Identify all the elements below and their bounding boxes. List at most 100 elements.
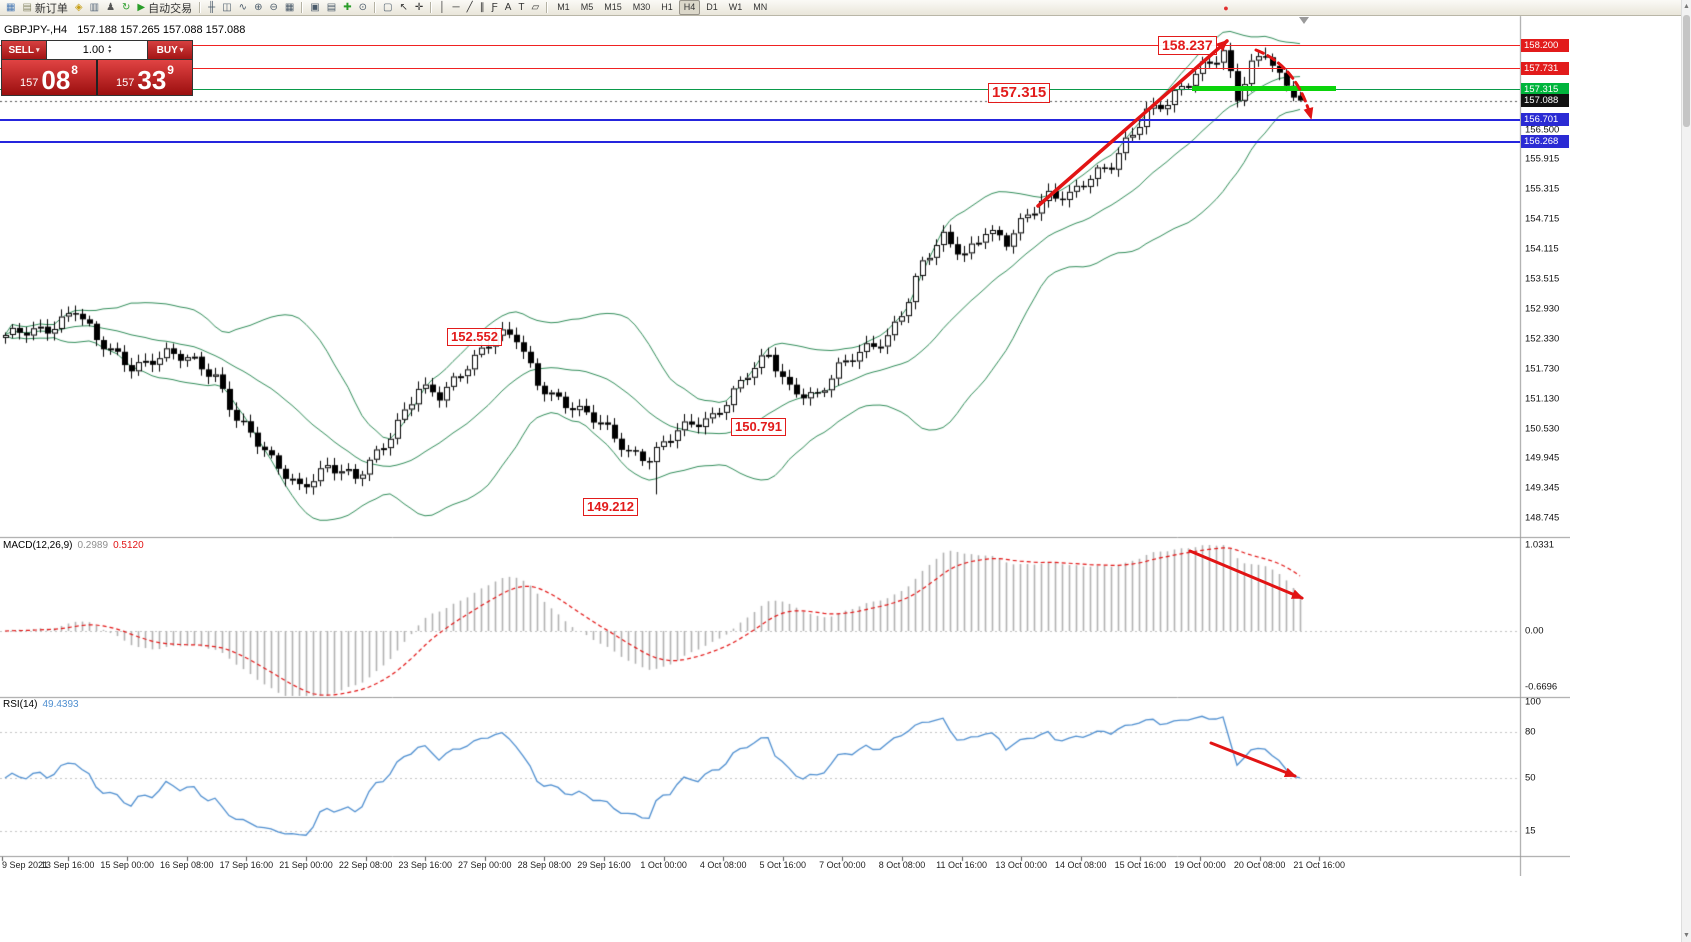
periods-button[interactable]: ⊙ — [356, 1, 370, 15]
buy-price-button[interactable]: 157 33 9 — [98, 60, 192, 95]
sell-price-sup: 8 — [71, 63, 78, 77]
crosshair-icon: ✛ — [414, 1, 424, 13]
chevron-down-icon: ▾ — [36, 47, 40, 54]
scrollbar-thumb[interactable] — [1683, 15, 1690, 127]
timeframe-h1[interactable]: H1 — [661, 2, 673, 12]
cascade-windows-icon: ▣ — [310, 1, 320, 13]
toolbar-separator — [301, 2, 304, 13]
autotrading-play-icon: ▶ — [137, 1, 146, 13]
symbol-period-label: GBPJPY-,H4 — [4, 24, 68, 36]
horizontal-line-icon: ─ — [452, 1, 460, 13]
metaeditor-button[interactable]: ◈ — [72, 1, 86, 15]
horizontal-line-button[interactable]: ─ — [449, 1, 462, 15]
timeframe-d1[interactable]: D1 — [706, 2, 718, 12]
toolbar-separator — [373, 2, 376, 13]
main-toolbar: ▦ ▤ 新订单 ◈ ▥ ♟ ↻ ▶ 自动交易 ╫ ◫ ∿ ⊕ ⊖ ▦ ▣ ▤ ✚ ⊙ ▢ ↖ ✛ │ ─ ╱ ∥ Ƒ A T ▱ M1 M5 M… — [0, 0, 1681, 16]
chevron-down-icon: ▾ — [179, 47, 184, 54]
buy-price-sup: 9 — [167, 63, 174, 77]
chart-title: GBPJPY-,H4 157.188 157.265 157.088 157.08… — [4, 24, 245, 36]
sell-price-button[interactable]: 157 08 8 — [2, 60, 96, 95]
zoom-out-icon: ⊖ — [269, 1, 278, 13]
order-ticket-icon: ▤ — [22, 1, 32, 13]
candlestick-chart-icon: ◫ — [222, 1, 232, 13]
line-chart-button[interactable]: ∿ — [236, 1, 250, 15]
shapes-icon: ▱ — [531, 1, 540, 13]
one-click-trading-panel: SELL ▾ 1.00 ▴ ▾ BUY ▾ 157 08 8 157 33 9 — [1, 40, 193, 96]
text-button[interactable]: A — [502, 1, 515, 15]
rsi-name: RSI(14) — [3, 699, 38, 710]
text-label-icon: T — [518, 1, 525, 13]
zoom-in-button[interactable]: ⊕ — [251, 1, 265, 15]
toolbar-separator — [430, 2, 433, 13]
refresh-button[interactable]: ↻ — [119, 1, 133, 15]
bar-chart-icon: ╫ — [208, 1, 216, 13]
cursor-button[interactable]: ↖ — [396, 1, 410, 15]
timeframe-m5[interactable]: M5 — [580, 2, 594, 12]
new-chart-icon: ▦ — [6, 1, 16, 13]
volume-input[interactable]: 1.00 ▴ ▾ — [46, 41, 148, 59]
rsi-indicator-label: RSI(14) 49.4393 — [3, 699, 79, 710]
ohlc-values: 157.188 157.265 157.088 157.088 — [77, 24, 246, 36]
navigator-button[interactable]: ♟ — [103, 1, 118, 15]
sell-button[interactable]: SELL ▾ — [2, 41, 46, 59]
tile-windows-icon: ▦ — [284, 1, 295, 13]
trendline-button[interactable]: ╱ — [464, 1, 476, 15]
sell-price-prefix: 157 — [20, 77, 39, 89]
buy-price-prefix: 157 — [116, 77, 135, 89]
timeframe-w1[interactable]: W1 — [728, 2, 743, 12]
macd-name: MACD(12,26,9) — [3, 540, 73, 551]
timeframe-m30[interactable]: M30 — [632, 2, 651, 12]
zoom-out-button[interactable]: ⊖ — [266, 1, 280, 15]
channel-icon: ∥ — [479, 1, 485, 13]
chart-shift-marker-icon — [1299, 17, 1309, 24]
metaeditor-icon: ◈ — [74, 1, 83, 13]
candlestick-chart-button[interactable]: ◫ — [219, 1, 234, 15]
timeframe-h4[interactable]: H4 — [678, 0, 701, 15]
refresh-icon: ↻ — [122, 1, 131, 13]
timeframe-m15[interactable]: M15 — [604, 2, 622, 12]
market-watch-icon: ▥ — [89, 1, 100, 13]
buy-price-main: 33 — [137, 65, 167, 95]
timeframe-m1[interactable]: M1 — [557, 2, 570, 12]
fibonacci-icon: Ƒ — [491, 1, 498, 13]
scroll-down-icon[interactable]: ▼ — [1683, 932, 1690, 939]
text-icon: A — [504, 1, 512, 13]
new-order-button[interactable]: ▤ 新订单 — [19, 1, 70, 15]
new-chart-button[interactable]: ▦ — [3, 1, 18, 15]
crosshair-button[interactable]: ✛ — [412, 1, 426, 15]
macd-signal-value: 0.5120 — [113, 540, 144, 551]
templates-icon: ▢ — [382, 1, 393, 13]
arrange-windows-button[interactable]: ▤ — [324, 1, 339, 15]
vertical-line-icon: │ — [439, 1, 446, 13]
cascade-windows-button[interactable]: ▣ — [307, 1, 322, 15]
sell-price-main: 08 — [41, 65, 71, 95]
market-watch-button[interactable]: ▥ — [87, 1, 102, 15]
volume-down-icon[interactable]: ▾ — [108, 49, 112, 55]
rsi-value: 49.4393 — [42, 699, 79, 710]
buy-button[interactable]: BUY ▾ — [148, 41, 192, 59]
trendline-icon: ╱ — [466, 1, 473, 13]
timeframe-mn[interactable]: MN — [753, 2, 768, 12]
new-order-button-label: 新订单 — [34, 2, 68, 15]
scrollbar[interactable]: ▲ ▼ — [1681, 0, 1691, 942]
channel-button[interactable]: ∥ — [477, 1, 488, 15]
line-chart-icon: ∿ — [238, 1, 248, 13]
fibonacci-button[interactable]: Ƒ — [489, 1, 501, 15]
autotrading-button-label: 自动交易 — [148, 2, 193, 15]
autotrading-button[interactable]: ▶ 自动交易 — [134, 1, 195, 15]
toolbar-separator — [199, 2, 202, 13]
shapes-button[interactable]: ▱ — [528, 1, 542, 15]
vertical-line-button[interactable]: │ — [436, 1, 448, 15]
cursor-icon: ↖ — [399, 1, 408, 13]
indicators-button[interactable]: ✚ — [340, 1, 354, 15]
scroll-up-icon[interactable]: ▲ — [1683, 3, 1690, 10]
volume-value: 1.00 — [82, 44, 105, 56]
tile-windows-button[interactable]: ▦ — [282, 1, 297, 15]
bar-chart-button[interactable]: ╫ — [205, 1, 218, 15]
volume-up-icon[interactable]: ▴ — [108, 44, 112, 50]
text-label-button[interactable]: T — [515, 1, 527, 15]
templates-button[interactable]: ▢ — [380, 1, 395, 15]
price-chart-canvas[interactable] — [0, 0, 1570, 876]
navigator-icon: ♟ — [106, 1, 116, 13]
